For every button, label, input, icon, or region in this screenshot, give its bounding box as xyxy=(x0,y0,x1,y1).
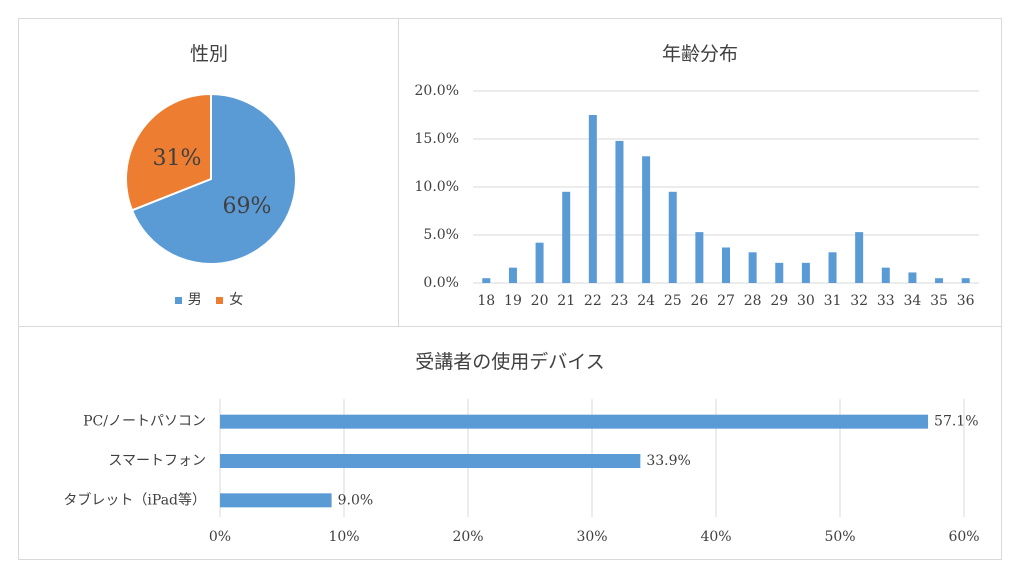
device-bar-0 xyxy=(220,414,929,429)
gender-legend: 男 女 xyxy=(19,289,399,309)
device-chart-panel: 受講者の使用デバイス 0% 10% 20% 30% 40% 50% 60% PC/ノートパソコ… xyxy=(18,326,1002,560)
age-chart-panel: 年齢分布 0.0% 5.0% 10.0% 15.0% 20.0% 18 19 20 21 22 23… xyxy=(398,18,1002,328)
gender-chart-title: 性別 xyxy=(189,43,228,65)
legend-item-female: 女 xyxy=(216,289,243,309)
age-x-tick-label: 34 xyxy=(904,293,922,309)
device-value-label: 33.9% xyxy=(646,453,690,469)
age-bar-34 xyxy=(908,272,917,283)
legend-label-male: 男 xyxy=(187,292,202,308)
age-x-tick-label: 23 xyxy=(611,293,629,309)
age-x-tick-label: 19 xyxy=(504,293,522,309)
age-x-tick-label: 32 xyxy=(850,293,868,309)
device-x-tick-label: 60% xyxy=(948,529,979,545)
age-bar-33 xyxy=(881,267,890,283)
age-x-tick-label: 24 xyxy=(637,293,655,309)
age-y-tick-label: 0.0% xyxy=(423,275,459,291)
gender-pie-chart: 69% 31% xyxy=(125,92,297,265)
legend-label-female: 女 xyxy=(229,292,244,308)
device-value-label: 57.1% xyxy=(934,414,978,430)
device-x-tick-label: 50% xyxy=(824,529,855,545)
age-chart-title: 年齢分布 xyxy=(661,43,738,65)
legend-item-male: 男 xyxy=(174,289,202,309)
age-bar-35 xyxy=(935,278,944,283)
age-bar-29 xyxy=(775,262,784,283)
device-x-tick-label: 0% xyxy=(209,529,231,545)
pie-data-label-female: 31% xyxy=(153,146,202,171)
age-x-tick-label: 30 xyxy=(797,293,815,309)
age-y-tick-label: 5.0% xyxy=(423,227,459,243)
age-bar-25 xyxy=(668,191,677,283)
legend-swatch-male xyxy=(174,296,182,304)
age-bar-19 xyxy=(508,267,517,283)
age-bar-27 xyxy=(722,247,730,283)
age-x-tick-label: 18 xyxy=(477,293,495,309)
age-bar-24 xyxy=(642,156,651,283)
pie-slice-male xyxy=(130,92,297,265)
age-bar-21 xyxy=(562,191,571,283)
age-x-tick-label: 22 xyxy=(584,293,602,309)
device-category-label: タブレット（iPad等） xyxy=(63,491,206,508)
device-category-label: スマートフォン xyxy=(108,453,206,469)
age-bar-36 xyxy=(961,278,970,283)
device-x-tick-label: 30% xyxy=(576,529,607,545)
age-bar-23 xyxy=(615,140,624,283)
age-y-tick-label: 20.0% xyxy=(415,83,459,99)
gender-chart-panel: 性別 69% 31% 男 女 xyxy=(18,18,400,328)
device-value-label: 9.0% xyxy=(338,492,374,508)
device-x-tick-label: 10% xyxy=(328,529,359,545)
age-bar-chart: 0.0% 5.0% 10.0% 15.0% 20.0% 18 19 20 21 22 23 24 25 2… xyxy=(415,83,979,309)
pie-data-label-male: 69% xyxy=(223,194,272,219)
age-bar-20 xyxy=(535,242,544,283)
legend-swatch-female xyxy=(216,296,224,304)
age-x-tick-label: 29 xyxy=(770,293,788,309)
age-x-tick-label: 20 xyxy=(531,293,549,309)
age-bar-31 xyxy=(828,252,837,283)
age-x-tick-label: 27 xyxy=(717,293,735,309)
age-x-tick-label: 36 xyxy=(957,293,975,309)
age-x-tick-label: 26 xyxy=(690,293,708,309)
device-x-tick-label: 20% xyxy=(452,529,483,545)
age-bar-30 xyxy=(801,262,810,283)
age-y-tick-label: 10.0% xyxy=(415,179,459,195)
age-x-tick-label: 35 xyxy=(930,293,948,309)
age-bar-32 xyxy=(855,232,864,283)
device-x-tick-label: 40% xyxy=(700,529,731,545)
device-category-label: PC/ノートパソコン xyxy=(83,414,206,430)
device-bar-2 xyxy=(220,493,332,508)
age-x-tick-label: 31 xyxy=(824,293,842,309)
age-y-tick-label: 15.0% xyxy=(415,131,459,147)
age-x-tick-label: 25 xyxy=(664,293,682,309)
age-bar-18 xyxy=(482,278,491,283)
age-x-tick-label: 21 xyxy=(557,293,575,309)
age-x-tick-label: 28 xyxy=(744,293,762,309)
age-bar-26 xyxy=(695,232,704,283)
age-bar-22 xyxy=(588,115,597,283)
pie-slice-female xyxy=(125,92,212,212)
device-chart-title: 受講者の使用デバイス xyxy=(415,351,605,373)
age-x-tick-label: 33 xyxy=(877,293,895,309)
device-bar-1 xyxy=(220,454,641,468)
device-bar-chart: 0% 10% 20% 30% 40% 50% 60% PC/ノートパソコン 57.1% スマートフ… xyxy=(63,399,980,545)
age-bar-28 xyxy=(748,252,757,283)
